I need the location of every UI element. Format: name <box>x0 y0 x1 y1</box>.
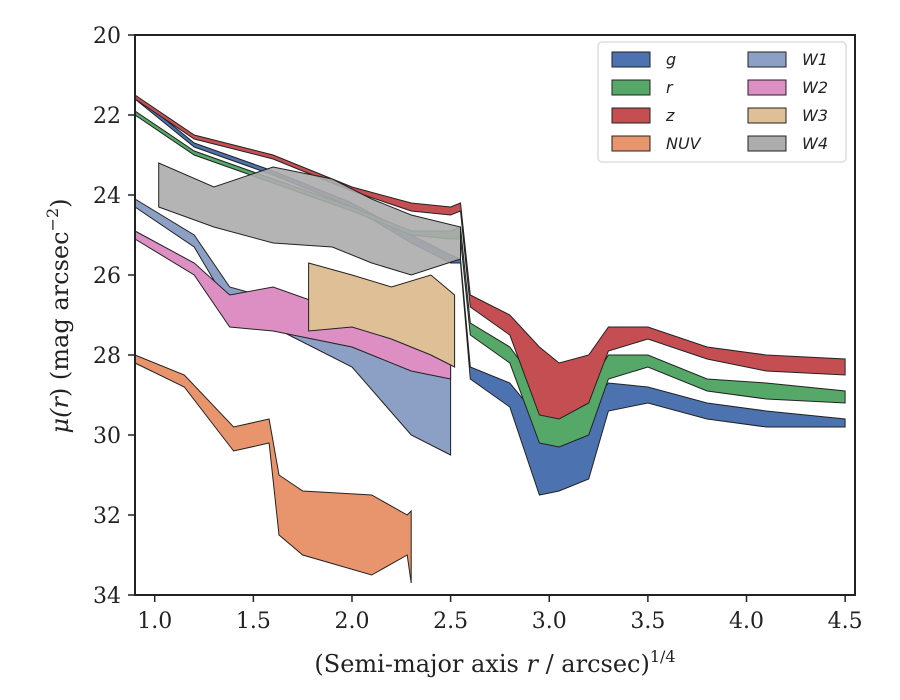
y-tick-label: 20 <box>93 24 121 49</box>
y-tick-label: 26 <box>93 264 121 289</box>
legend-swatch-z <box>611 107 651 124</box>
legend-label-r: r <box>666 78 674 97</box>
legend-swatch-w3 <box>747 107 787 124</box>
legend-swatch-g <box>611 51 651 68</box>
series-band-nuv <box>134 354 412 584</box>
plot-frame <box>134 34 856 596</box>
legend-label-w2: W2 <box>802 78 828 97</box>
x-axis-label: (Semi-major axis r / arcsec)1/4 <box>314 647 675 678</box>
y-axis-label: μ(r) (mag arcsec−2) <box>43 198 74 433</box>
legend-label-nuv: NUV <box>666 134 702 153</box>
legend-swatch-w1 <box>747 51 787 68</box>
x-tick-label: 2.5 <box>433 609 468 634</box>
legend-label-g: g <box>666 50 676 69</box>
ticks-layer: 1.0 1.5 2.0 2.5 3.0 3.5 4.0 4.5 20 22 24 26 28 30 32 34 <box>93 24 863 634</box>
series-band-z <box>134 94 846 420</box>
series-band-w4 <box>158 162 461 276</box>
legend-label-z: z <box>665 106 675 125</box>
x-tick-label: 3.5 <box>630 609 665 634</box>
x-tick-label: 4.5 <box>828 609 863 634</box>
x-tick-label: 1.5 <box>236 609 271 634</box>
x-tick-label: 3.0 <box>532 609 567 634</box>
legend: grz NUV W1 W2 W3 W4 <box>597 41 847 163</box>
legend-swatch-r <box>611 79 651 96</box>
legend-label-w3: W3 <box>802 106 828 125</box>
x-tick-label: 4.0 <box>729 609 764 634</box>
legend-swatch-w2 <box>747 79 787 96</box>
x-tick-label: 2.0 <box>334 609 369 634</box>
series-band-w3 <box>308 262 456 368</box>
series-layer <box>134 93 846 584</box>
y-tick-label: 22 <box>93 104 121 129</box>
y-tick-label: 30 <box>93 424 121 449</box>
y-tick-label: 32 <box>93 504 121 529</box>
legend-box <box>597 41 847 163</box>
y-tick-label: 28 <box>93 344 121 369</box>
legend-swatch-w4 <box>747 135 787 152</box>
legend-label-w1: W1 <box>802 50 828 69</box>
x-tick-label: 1.0 <box>137 609 172 634</box>
legend-label-w4: W4 <box>802 134 828 153</box>
y-tick-label: 24 <box>93 184 121 209</box>
legend-swatch-nuv <box>611 135 651 152</box>
y-tick-label: 34 <box>93 584 121 609</box>
series-band-w2 <box>134 230 452 380</box>
